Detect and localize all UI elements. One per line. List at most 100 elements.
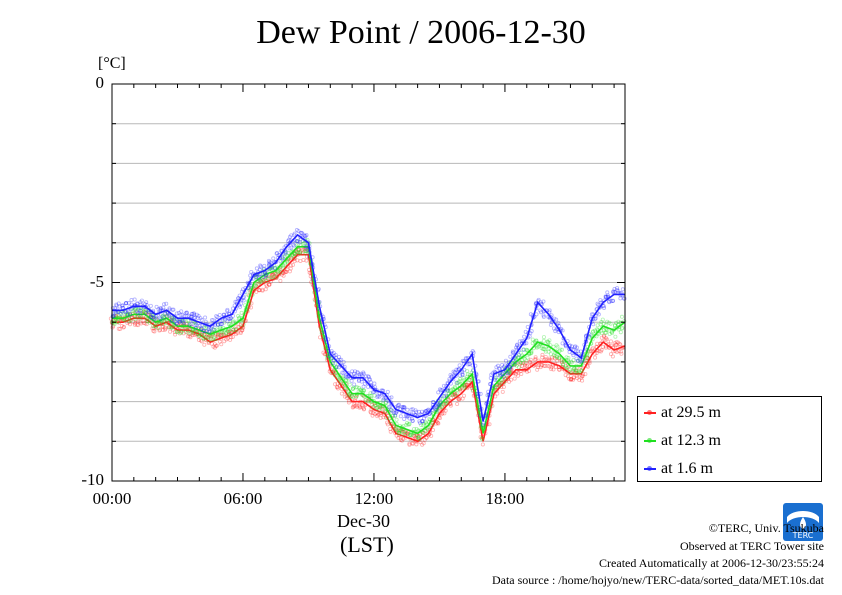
data-point xyxy=(134,309,139,314)
data-point xyxy=(615,287,620,292)
data-point xyxy=(284,269,289,274)
data-point xyxy=(517,359,522,364)
data-point xyxy=(410,418,415,423)
data-point xyxy=(451,369,456,374)
data-point xyxy=(183,311,188,316)
data-point xyxy=(192,315,197,320)
data-point xyxy=(171,317,176,322)
data-point xyxy=(411,411,416,416)
data-point xyxy=(265,276,270,281)
data-point xyxy=(539,345,544,350)
data-point xyxy=(171,324,176,329)
data-point xyxy=(284,250,289,255)
data-point xyxy=(145,316,150,321)
data-point xyxy=(500,371,505,376)
data-point xyxy=(233,327,238,332)
data-point xyxy=(154,304,159,309)
data-point xyxy=(283,254,288,259)
data-point xyxy=(220,319,225,324)
data-point xyxy=(381,397,386,402)
data-point xyxy=(601,334,606,339)
data-point xyxy=(551,367,556,372)
data-point xyxy=(524,341,529,346)
data-point xyxy=(589,333,594,338)
data-point xyxy=(542,347,547,352)
data-point xyxy=(248,273,253,278)
data-point xyxy=(540,347,545,352)
data-point xyxy=(619,351,624,356)
data-point xyxy=(356,371,361,376)
data-point xyxy=(354,404,359,409)
data-point xyxy=(593,355,598,360)
data-point xyxy=(501,381,506,386)
data-point xyxy=(162,302,167,307)
data-point xyxy=(280,256,285,261)
data-point xyxy=(123,301,128,306)
data-point xyxy=(170,327,175,332)
data-point xyxy=(613,334,618,339)
data-point xyxy=(575,358,580,363)
data-point xyxy=(555,354,560,359)
data-point xyxy=(346,400,351,405)
data-point xyxy=(595,327,600,332)
data-point xyxy=(602,333,607,338)
data-point xyxy=(203,315,208,320)
data-point xyxy=(414,433,419,438)
data-point xyxy=(361,388,366,393)
data-point xyxy=(529,350,534,355)
data-point xyxy=(457,387,462,392)
data-point xyxy=(359,371,364,376)
data-point xyxy=(298,258,303,263)
data-point xyxy=(545,339,550,344)
data-point xyxy=(569,344,574,349)
data-point xyxy=(585,355,590,360)
data-point xyxy=(436,403,441,408)
data-point xyxy=(513,372,518,377)
data-point xyxy=(262,277,267,282)
data-point xyxy=(353,369,358,374)
data-point xyxy=(267,282,272,287)
data-point xyxy=(236,314,241,319)
data-point xyxy=(541,335,546,340)
data-point xyxy=(609,329,614,334)
data-point xyxy=(407,416,412,421)
data-point xyxy=(431,428,436,433)
data-point xyxy=(520,338,525,343)
data-point xyxy=(467,361,472,366)
data-point xyxy=(611,289,616,294)
data-point xyxy=(599,335,604,340)
data-point xyxy=(457,396,462,401)
data-point xyxy=(538,365,543,370)
data-point xyxy=(513,356,518,361)
data-point xyxy=(164,320,169,325)
data-point xyxy=(238,330,243,335)
data-point xyxy=(525,355,530,360)
data-point xyxy=(199,326,204,331)
data-point xyxy=(360,388,365,393)
data-point xyxy=(574,356,579,361)
data-point xyxy=(404,414,409,419)
data-point xyxy=(385,420,390,425)
data-point xyxy=(461,359,466,364)
data-point xyxy=(445,400,450,405)
data-point xyxy=(414,442,419,447)
data-point xyxy=(276,270,281,275)
data-point xyxy=(600,317,605,322)
data-point xyxy=(547,364,552,369)
data-point xyxy=(402,416,407,421)
data-point xyxy=(281,265,286,270)
data-point xyxy=(557,348,562,353)
data-point xyxy=(240,324,245,329)
data-point xyxy=(604,330,609,335)
data-point xyxy=(368,391,373,396)
data-point xyxy=(503,369,508,374)
data-point xyxy=(363,381,368,386)
data-point xyxy=(201,336,206,341)
data-point xyxy=(258,278,263,283)
data-point xyxy=(349,378,354,383)
data-point xyxy=(145,319,150,324)
data-point xyxy=(536,363,541,368)
data-point xyxy=(618,349,623,354)
data-point xyxy=(566,365,571,370)
data-point xyxy=(143,309,148,314)
